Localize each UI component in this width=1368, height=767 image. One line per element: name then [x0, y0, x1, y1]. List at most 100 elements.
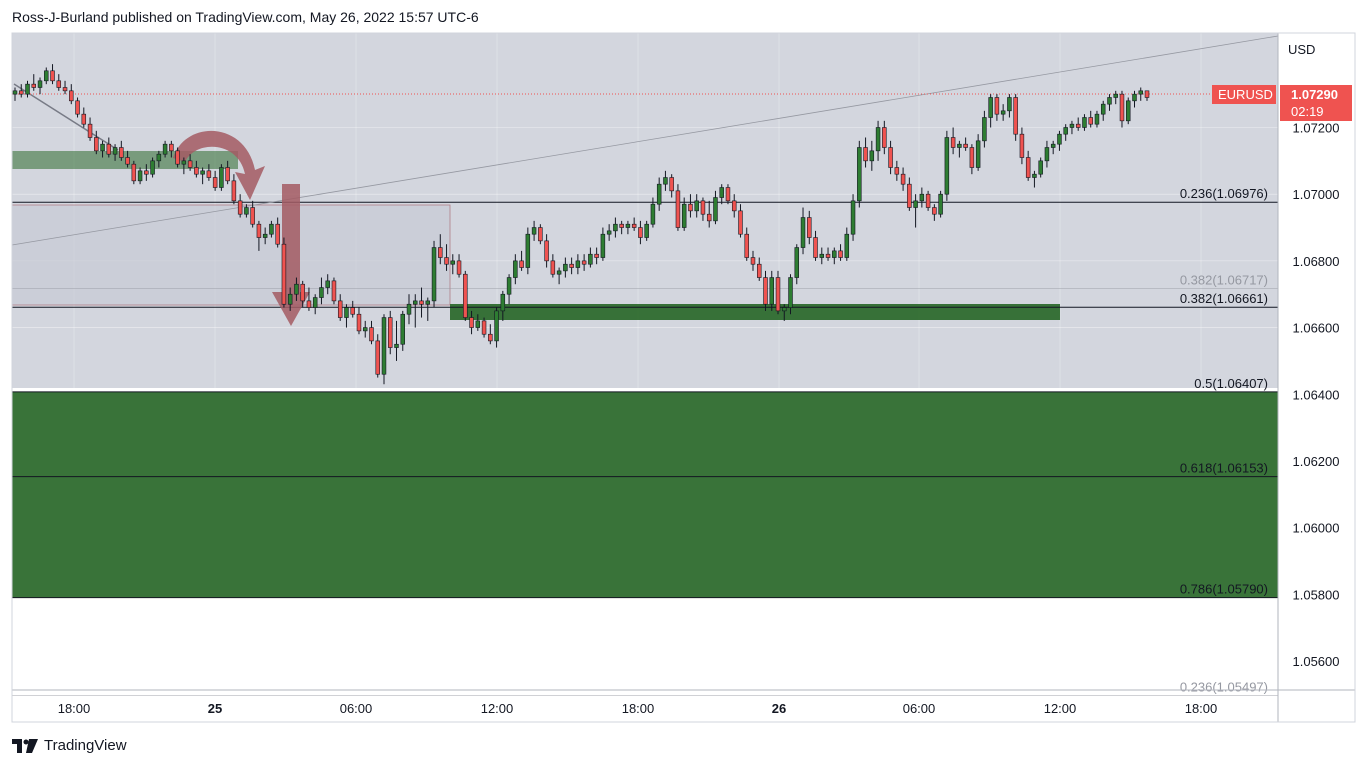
fibonacci-levels: 0.236(1.06976) 0.382(1.06717) 0.382(1.0666… — [12, 186, 1278, 696]
price-axis[interactable]: 1.07200 1.07000 1.06800 1.06600 1.06400 1.062… — [1293, 121, 1340, 670]
price-tag-bg — [1280, 85, 1352, 121]
candle-bear — [888, 147, 893, 168]
candle-bull — [1069, 123, 1075, 128]
candle-bear — [631, 223, 637, 228]
candle-bull — [425, 300, 431, 305]
candle-bear — [456, 260, 462, 275]
candle-bear — [300, 283, 305, 302]
candle-bull — [975, 140, 981, 168]
time-tick-label: 26 — [772, 701, 786, 716]
candle-bull — [219, 167, 224, 188]
candle-bear — [519, 260, 524, 268]
candle-bear — [488, 333, 493, 342]
candle-bear — [194, 167, 199, 175]
candle-bear — [419, 300, 424, 305]
candle-bull — [1094, 113, 1100, 125]
candle-bull — [406, 303, 412, 315]
candle-bear — [907, 183, 912, 208]
candle-bull — [450, 260, 456, 265]
candle-bull — [1063, 127, 1068, 135]
candle-bear — [87, 123, 93, 138]
candle-bull — [325, 280, 330, 288]
candle-bear — [807, 217, 812, 238]
candle-bear — [225, 167, 230, 182]
candle-bear — [1144, 90, 1150, 98]
candle-bear — [119, 147, 124, 158]
symbol-tag-text: EURUSD — [1218, 87, 1273, 102]
candle-bear — [250, 207, 255, 225]
time-tick-label: 06:00 — [340, 701, 373, 716]
candle-bear — [813, 237, 818, 258]
candle-bear — [569, 263, 574, 268]
candle-bear — [1088, 117, 1093, 125]
down-arrow — [272, 184, 310, 326]
candle-bear — [738, 210, 743, 235]
candle-bull — [769, 277, 774, 305]
candle-bull — [287, 293, 293, 305]
fib-label: 0.5(1.06407) — [1194, 376, 1268, 391]
fib-label: 0.618(1.06153) — [1180, 461, 1268, 476]
candle-bull — [100, 143, 105, 152]
candle-bull — [650, 203, 656, 225]
candle-bull — [800, 217, 806, 248]
candle-bull — [525, 233, 531, 268]
candle-bull — [1113, 93, 1118, 98]
candle-bear — [706, 213, 712, 222]
demand-zone — [12, 391, 1278, 598]
candle-bear — [538, 227, 543, 242]
candle-bull — [575, 260, 581, 268]
candle-bear — [75, 100, 80, 115]
candle-bull — [181, 160, 187, 165]
candle-bull — [819, 253, 825, 258]
candle-bear — [638, 227, 643, 238]
candle-bear — [169, 143, 174, 152]
candle-bull — [394, 343, 399, 348]
candle-bear — [125, 157, 130, 165]
trend-line — [11, 35, 1279, 246]
candle-bull — [869, 150, 875, 162]
candle-bear — [882, 127, 887, 148]
supply-zone-left — [12, 151, 238, 169]
candle-bear — [619, 223, 624, 228]
time-tick-label: 18:00 — [1185, 701, 1218, 716]
candles-layer — [12, 64, 1150, 385]
candle-bull — [12, 90, 18, 95]
candle-bull — [850, 200, 856, 235]
footer-brand[interactable]: TradingView — [12, 737, 127, 754]
candle-bear — [69, 90, 74, 102]
candle-bear — [775, 277, 781, 312]
candle-bull — [431, 247, 437, 302]
candle-bear — [963, 143, 968, 148]
curved-arrow — [173, 130, 265, 200]
candle-bear — [212, 177, 218, 188]
candle-bear — [925, 193, 931, 208]
candle-bull — [982, 117, 987, 142]
candle-bear — [281, 243, 287, 305]
candle-bull — [319, 287, 324, 298]
candle-bull — [1057, 133, 1062, 145]
candle-bear — [237, 200, 243, 215]
candle-bull — [832, 250, 837, 258]
candle-bull — [625, 223, 631, 228]
candle-bear — [56, 80, 62, 88]
short-trend-line — [13, 83, 119, 151]
candle-bear — [331, 280, 337, 302]
support-zone — [450, 304, 1060, 320]
candle-bull — [294, 283, 299, 295]
plot-frame — [11, 32, 1356, 723]
publisher-caption: Ross-J-Burland published on TradingView.… — [12, 9, 479, 25]
candle-bear — [825, 253, 831, 258]
candle-bull — [913, 200, 918, 208]
fib-label: 0.236(1.06976) — [1180, 186, 1268, 201]
candle-bear — [544, 240, 549, 262]
time-tick-label: 12:00 — [481, 701, 514, 716]
candle-bear — [688, 203, 693, 212]
candle-bear — [900, 173, 906, 185]
candle-bull — [400, 313, 405, 345]
candle-bull — [857, 147, 862, 202]
candle-bear — [131, 163, 137, 182]
time-tick-label: 18:00 — [58, 701, 91, 716]
candle-bear — [206, 170, 212, 178]
time-axis[interactable]: 18:00 25 06:00 12:00 18:00 26 06:00 12:00 18:00 — [58, 701, 1218, 716]
